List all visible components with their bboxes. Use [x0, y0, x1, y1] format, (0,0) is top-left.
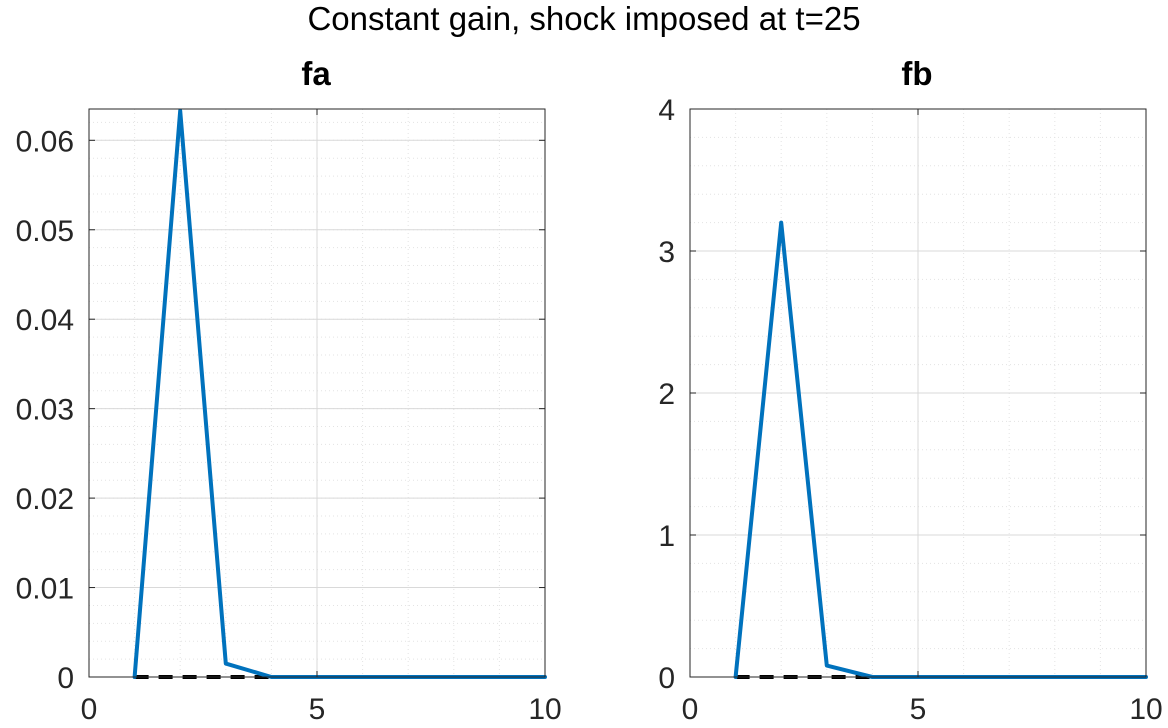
- subplot-title: fa: [301, 55, 331, 92]
- y-tick-label: 0.05: [16, 215, 74, 248]
- x-tick-label: 5: [910, 693, 927, 726]
- x-tick-label: 10: [528, 693, 561, 726]
- figure-title: Constant gain, shock imposed at t=25: [307, 0, 860, 37]
- subplot-fb: fb 0 5 10 0 1 2 3 4: [658, 55, 1162, 726]
- subplot-fa: fa 0 5 10 0 0.01 0.02 0.03 0.04 0.05 0.06: [16, 55, 562, 726]
- x-tick-label: 0: [81, 693, 98, 726]
- y-tick-label: 0.04: [16, 304, 74, 337]
- x-tick-label: 10: [1129, 693, 1162, 726]
- y-tick-label: 0.02: [16, 483, 74, 516]
- subplot-title: fb: [901, 55, 932, 92]
- y-tick-label: 0.06: [16, 125, 74, 158]
- y-tick-label: 0: [658, 662, 675, 695]
- y-tick-label: 3: [658, 236, 675, 269]
- y-tick-label: 0: [57, 662, 74, 695]
- y-tick-label: 2: [658, 378, 675, 411]
- y-tick-label: 1: [658, 520, 675, 553]
- x-tick-label: 5: [309, 693, 326, 726]
- y-tick-label: 4: [658, 94, 675, 127]
- y-tick-label: 0.01: [16, 573, 74, 606]
- y-tick-label: 0.03: [16, 394, 74, 427]
- x-tick-label: 0: [682, 693, 699, 726]
